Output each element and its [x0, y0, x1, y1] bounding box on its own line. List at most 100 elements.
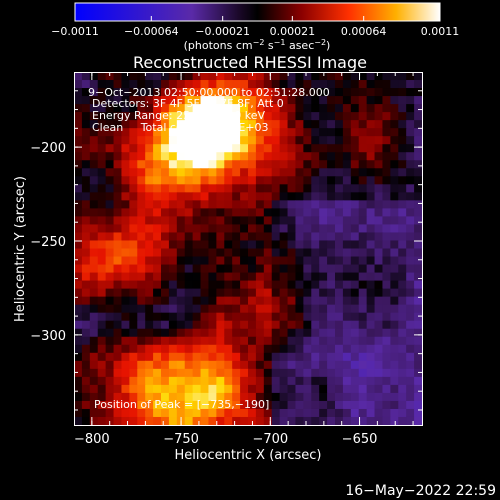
heatmap-cell [335, 216, 344, 226]
heatmap-cell [129, 192, 138, 201]
heatmap-cell [105, 224, 115, 234]
heatmap-cell [216, 264, 225, 274]
heatmap-cell [208, 152, 217, 161]
heatmap-cell [303, 176, 312, 185]
heatmap-cell [168, 72, 178, 81]
heatmap-cell [287, 152, 297, 161]
heatmap-cell [97, 216, 107, 226]
heatmap-cell [327, 72, 336, 81]
heatmap-cell [105, 192, 115, 201]
heatmap-cell [358, 408, 368, 418]
heatmap-cell [192, 240, 202, 250]
heatmap-cell [121, 360, 130, 370]
heatmap-cell [255, 128, 265, 137]
heatmap-cell [145, 80, 154, 89]
heatmap-cell [89, 360, 99, 370]
heatmap-cell [406, 192, 415, 201]
heatmap-cell [255, 192, 265, 201]
heatmap-cell [192, 88, 202, 97]
heatmap-cell [248, 144, 257, 153]
heatmap-cell [153, 392, 162, 402]
heatmap-cell [137, 344, 146, 354]
heatmap-cell [168, 176, 178, 185]
heatmap-cell [224, 136, 233, 145]
heatmap-cell [200, 192, 210, 201]
heatmap-cell [271, 344, 281, 354]
heatmap-cell [263, 416, 273, 425]
heatmap-cell [295, 416, 304, 425]
heatmap-cell [168, 264, 178, 274]
heatmap-cell [105, 264, 115, 274]
heatmap-cell [398, 304, 407, 314]
heatmap-cell [303, 376, 312, 386]
heatmap-cell [168, 88, 178, 97]
heatmap-cell [153, 272, 162, 282]
heatmap-cell [248, 256, 257, 266]
heatmap-cell [335, 176, 344, 185]
heatmap-cell [342, 336, 352, 346]
heatmap-cell [161, 280, 170, 290]
heatmap-cell [342, 280, 352, 290]
heatmap-cell [192, 296, 202, 306]
heatmap-cell [248, 312, 257, 322]
heatmap-cell [342, 272, 352, 282]
heatmap-cell [342, 288, 352, 298]
heatmap-cell [271, 360, 281, 370]
heatmap-cell [240, 264, 249, 274]
heatmap-cell [216, 184, 225, 193]
heatmap-cell [295, 336, 304, 346]
heatmap-cell [406, 176, 415, 185]
heatmap-cell [327, 336, 336, 346]
heatmap-cell [192, 344, 202, 354]
heatmap-cell [271, 368, 281, 378]
heatmap-cell [208, 384, 217, 394]
heatmap-cell [153, 112, 162, 121]
heatmap-cell [224, 120, 233, 129]
heatmap-cell [311, 176, 320, 185]
heatmap-cell [145, 304, 154, 314]
heatmap-cell [311, 376, 320, 386]
heatmap-cell [382, 408, 391, 418]
heatmap-cell [161, 80, 170, 89]
heatmap-cell [137, 288, 146, 298]
heatmap-cell [279, 368, 289, 378]
heatmap-cell [129, 144, 138, 153]
heatmap-cell [271, 304, 281, 314]
heatmap-cell [327, 208, 336, 218]
heatmap-cell [319, 192, 328, 201]
heatmap-cell [382, 208, 391, 218]
heatmap-cell [161, 392, 170, 402]
heatmap-cell [89, 272, 99, 282]
heatmap-cell [145, 360, 154, 370]
heatmap-cell [168, 272, 178, 282]
colorbar-ticks: −0.0011 −0.00064 −0.00021 0.00021 0.00064 0.0… [51, 16, 459, 38]
heatmap-cell [263, 208, 273, 218]
heatmap-cell [406, 152, 415, 161]
heatmap-cell [153, 376, 162, 386]
heatmap-cell [113, 168, 123, 177]
heatmap-cell [255, 248, 265, 258]
heatmap-cell [398, 208, 407, 218]
heatmap-cell [342, 240, 352, 250]
heatmap-cell [311, 112, 320, 121]
heatmap-cell [327, 384, 336, 394]
heatmap-cell [137, 248, 146, 258]
heatmap-cell [358, 144, 368, 153]
heatmap-cell [398, 168, 407, 177]
heatmap-cell [287, 208, 297, 218]
heatmap-cell [200, 368, 210, 378]
heatmap-cell [216, 280, 225, 290]
heatmap-cell [224, 152, 233, 161]
heatmap-cell [232, 296, 241, 306]
heatmap-cell [184, 264, 194, 274]
heatmap-cell [200, 216, 210, 226]
heatmap-cell [200, 88, 210, 97]
heatmap-cell [358, 400, 368, 410]
heatmap-cell [216, 208, 225, 218]
heatmap-cell [263, 128, 273, 137]
heatmap-cell [263, 200, 273, 209]
heatmap-cell [113, 104, 123, 113]
heatmap-cell [192, 392, 202, 402]
heatmap-cell [184, 368, 194, 378]
heatmap-cell [327, 136, 336, 145]
